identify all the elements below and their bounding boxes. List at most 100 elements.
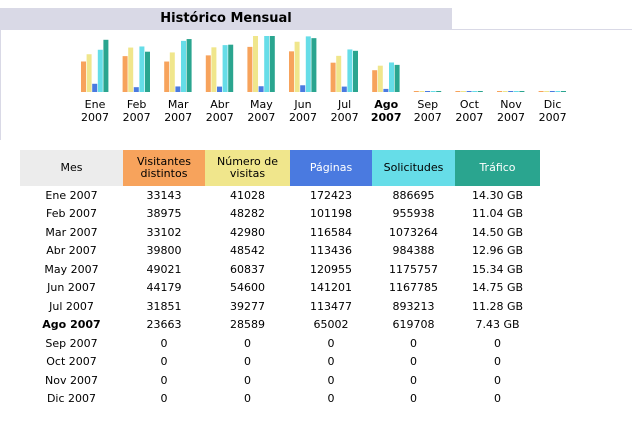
- month-cell: Ene 2007: [45, 188, 98, 202]
- bar: [128, 47, 134, 92]
- bar: [217, 86, 222, 92]
- table-row: Ago 2007 23663 28589 65002 619708 7.43 GB: [20, 316, 540, 335]
- value-cell: 172423: [310, 188, 352, 202]
- value-cell: 113436: [310, 244, 352, 258]
- value-cell: 14.50 GB: [471, 225, 524, 239]
- value-cell: 0: [244, 392, 251, 406]
- bar: [300, 85, 306, 92]
- value-cell: 893213: [392, 299, 435, 313]
- month-label: May: [250, 98, 273, 111]
- bar: [461, 91, 466, 92]
- table-row: Abr 2007 39800 48542 113436 984388 12.96 GB: [20, 242, 540, 261]
- month-label: Ago: [374, 98, 398, 111]
- value-cell: 49021: [146, 262, 182, 276]
- bar: [394, 64, 400, 92]
- value-cell: 0: [160, 373, 168, 387]
- year-label: 2007: [414, 111, 442, 124]
- value-cell: 48542: [230, 244, 265, 258]
- bar: [264, 36, 270, 92]
- bar: [519, 91, 525, 92]
- month-label: Abr: [210, 98, 230, 111]
- bar: [383, 88, 389, 92]
- bar: [413, 91, 419, 92]
- value-cell: 1167785: [389, 281, 438, 295]
- value-cell: 0: [327, 355, 335, 369]
- bar: [508, 91, 514, 92]
- month-label: Oct: [460, 98, 480, 111]
- month-label: Dic: [544, 98, 562, 111]
- bar: [353, 50, 358, 92]
- bar: [538, 91, 544, 92]
- year-label: 2007: [164, 111, 192, 124]
- value-cell: 33102: [146, 225, 182, 239]
- value-cell: 120955: [310, 262, 352, 276]
- value-cell: 39277: [230, 299, 265, 313]
- bar: [305, 36, 311, 92]
- bar: [372, 70, 378, 92]
- value-cell: 14.75 GB: [471, 281, 524, 295]
- month-cell: Jun 2007: [47, 281, 96, 295]
- value-cell: 42980: [230, 225, 265, 239]
- bar: [472, 91, 478, 92]
- year-label: 2007: [539, 111, 567, 124]
- value-cell: 0: [160, 392, 168, 406]
- bar: [269, 36, 275, 92]
- value-cell: 65002: [313, 318, 349, 332]
- value-cell: 0: [160, 355, 168, 369]
- value-cell: 28589: [230, 318, 265, 332]
- value-cell: 141201: [310, 281, 352, 295]
- year-label: 2007: [455, 111, 483, 124]
- value-cell: 113477: [310, 299, 352, 313]
- value-cell: 0: [160, 336, 168, 350]
- value-cell: 44179: [146, 281, 182, 295]
- bar: [205, 55, 211, 92]
- bar: [175, 86, 181, 92]
- column-header: Visitantes distintos: [123, 150, 205, 186]
- monthly-table: Mes Visitantes distintos Número de visitas…: [20, 150, 540, 408]
- value-cell: 0: [494, 392, 501, 406]
- month-label: Mar: [168, 98, 189, 111]
- bar: [497, 91, 502, 92]
- bar: [81, 61, 86, 92]
- bar: [455, 91, 461, 92]
- month-cell: Feb 2007: [46, 207, 97, 221]
- month-cell: Sep 2007: [45, 336, 98, 350]
- value-cell: 15.34 GB: [471, 262, 524, 276]
- frame: [0, 29, 632, 140]
- value-cell: 0: [494, 373, 501, 387]
- bar: [181, 40, 186, 92]
- year-label: 2007: [206, 111, 234, 124]
- value-cell: 101198: [310, 207, 352, 221]
- bar: [86, 54, 92, 92]
- month-cell: Oct 2007: [46, 355, 97, 369]
- value-cell: 23663: [146, 318, 182, 332]
- column-header: Mes: [20, 150, 123, 186]
- section-title: Histórico Mensual: [0, 8, 452, 29]
- value-cell: 31851: [146, 299, 182, 313]
- bar: [389, 62, 394, 92]
- bar: [122, 56, 128, 92]
- bar: [133, 87, 139, 92]
- bar: [561, 91, 566, 92]
- year-label: 2007: [81, 111, 109, 124]
- value-cell: 0: [327, 373, 335, 387]
- bar: [425, 91, 430, 92]
- bar: [253, 36, 258, 92]
- month-label: Sep: [417, 98, 438, 111]
- month-cell: Nov 2007: [45, 373, 98, 387]
- table-row: Mar 2007 33102 42980 116584 1073264 14.50 GB: [20, 223, 540, 242]
- bar: [211, 47, 217, 92]
- bar: [222, 45, 228, 92]
- table-row: Ene 2007 33143 41028 172423 886695 14.30 GB: [20, 186, 540, 205]
- bar: [341, 86, 347, 92]
- year-label: 2007: [371, 111, 402, 124]
- value-cell: 955938: [392, 207, 435, 221]
- bar: [466, 91, 472, 92]
- bar: [247, 46, 253, 92]
- table-row: Sep 2007 0 0 0 0 0: [20, 334, 540, 353]
- value-cell: 0: [244, 336, 251, 350]
- month-label: Jun: [293, 98, 311, 111]
- bar: [139, 46, 145, 92]
- value-cell: 0: [410, 336, 417, 350]
